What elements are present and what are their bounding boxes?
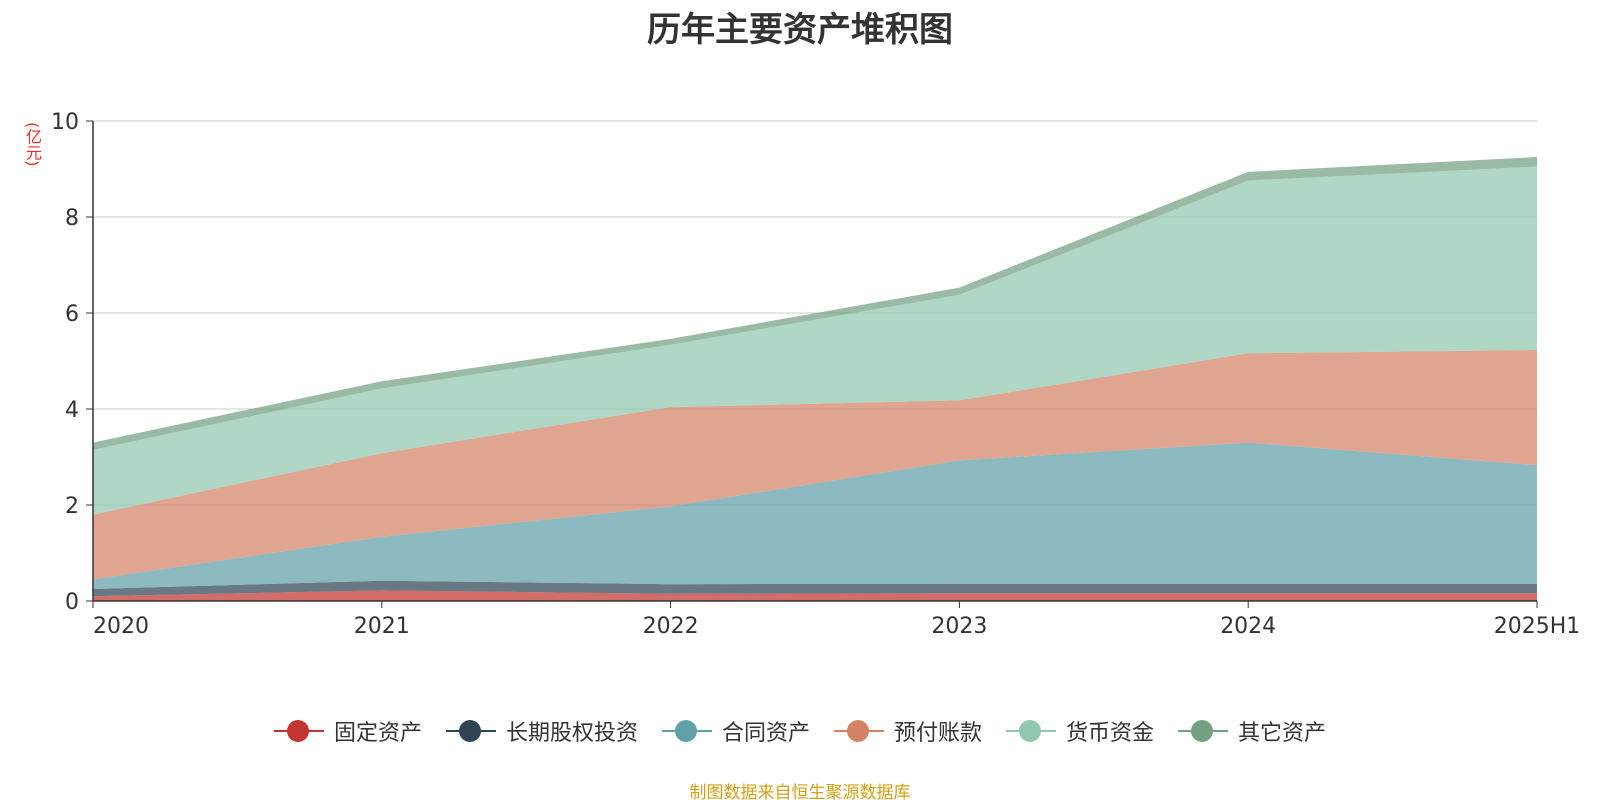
legend-symbol-long-term-equity	[446, 719, 496, 743]
legend-symbol-contract-assets	[662, 719, 712, 743]
y-tick-label: 4	[65, 398, 79, 423]
y-tick-label: 8	[65, 206, 79, 231]
y-tick-label: 0	[65, 590, 79, 615]
legend-symbol-prepayments	[834, 719, 884, 743]
x-tick-label: 2025H1	[1494, 614, 1581, 639]
y-tick-label: 6	[65, 302, 79, 327]
legend-symbol-fixed-assets	[274, 719, 324, 743]
legend-item-contract-assets[interactable]: 合同资产	[662, 715, 810, 747]
legend-symbol-other-assets	[1178, 719, 1228, 743]
legend-label-contract-assets: 合同资产	[722, 715, 810, 747]
plot-area: 0 2 4 6 8 10 2020 2021 2022 2023 2024 2025H1	[0, 0, 1600, 800]
legend-item-long-term-equity[interactable]: 长期股权投资	[446, 715, 638, 747]
legend-symbol-cash	[1006, 719, 1056, 743]
legend: 固定资产 长期股权投资 合同资产 预付账款 货币资金 其它资产	[0, 715, 1600, 747]
legend-item-fixed-assets[interactable]: 固定资产	[274, 715, 422, 747]
legend-label-long-term-equity: 长期股权投资	[506, 715, 638, 747]
legend-label-fixed-assets: 固定资产	[334, 715, 422, 747]
legend-label-prepayments: 预付账款	[894, 715, 982, 747]
x-tick-label: 2021	[354, 614, 410, 639]
x-tick-label: 2023	[931, 614, 987, 639]
source-note: 制图数据来自恒生聚源数据库	[0, 778, 1600, 803]
legend-label-other-assets: 其它资产	[1238, 715, 1326, 747]
legend-item-other-assets[interactable]: 其它资产	[1178, 715, 1326, 747]
legend-item-cash[interactable]: 货币资金	[1006, 715, 1154, 747]
y-tick-label: 2	[65, 494, 79, 519]
x-tick-label: 2022	[643, 614, 699, 639]
legend-label-cash: 货币资金	[1066, 715, 1154, 747]
y-tick-label: 10	[51, 110, 79, 135]
chart-container: 历年主要资产堆积图 (亿元) 0 2 4 6 8 10 2020 2021 2022 2023 20…	[0, 0, 1600, 800]
legend-item-prepayments[interactable]: 预付账款	[834, 715, 982, 747]
x-tick-label: 2020	[93, 614, 149, 639]
x-tick-label: 2024	[1220, 614, 1276, 639]
